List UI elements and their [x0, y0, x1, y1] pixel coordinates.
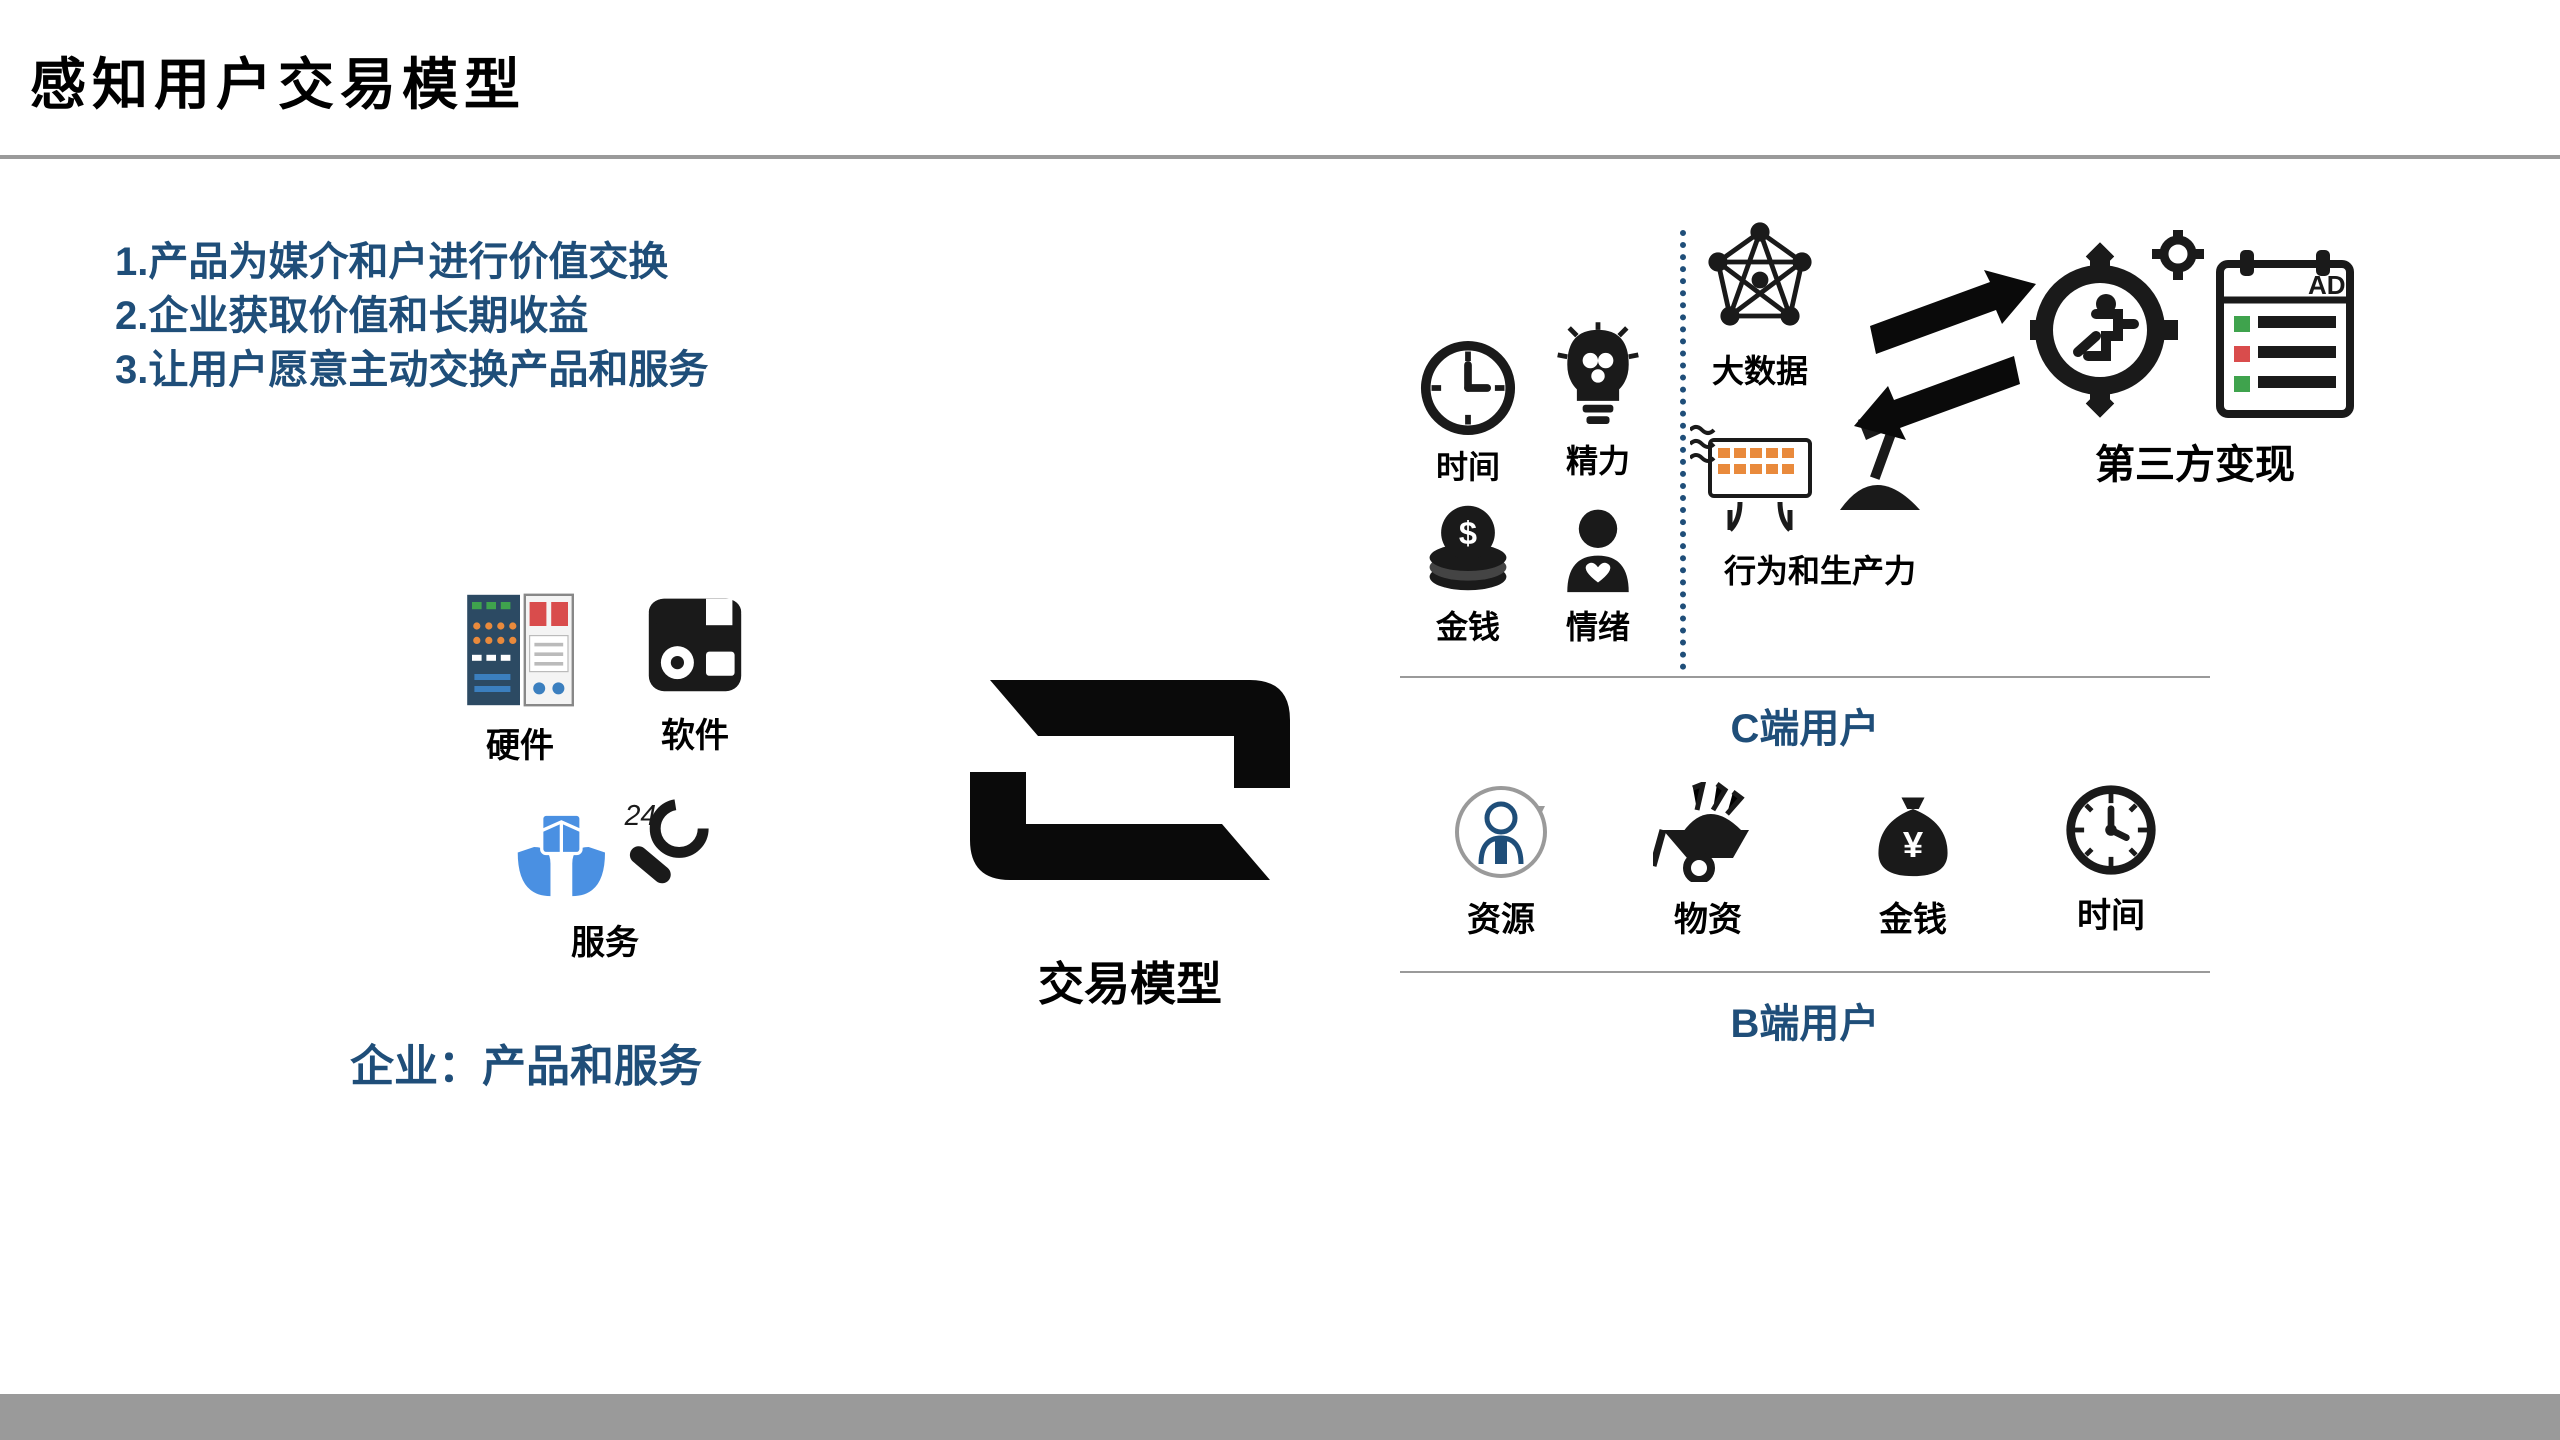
third-party-icon: AD — [2030, 230, 2360, 420]
c-emotion-label: 情绪 — [1566, 602, 1630, 648]
bullet-list: 1.产品为媒介和户进行价值交换 2.企业获取价值和长期收益 3.让用户愿意主动交… — [115, 235, 708, 397]
network-graph-icon — [1700, 220, 1820, 340]
software-icon — [640, 590, 750, 700]
money-bag-icon: ¥ — [1865, 782, 1961, 882]
third-party-block: AD 第三方变现 — [2030, 230, 2360, 490]
resource-person-icon — [1451, 782, 1551, 882]
item-hardware: 硬件 — [460, 590, 580, 767]
center-label: 交易模型 — [930, 948, 1330, 1014]
exchange-arrows — [1850, 270, 2040, 440]
wheelbarrow-icon — [1653, 782, 1763, 882]
c-item-money: $ 金钱 — [1420, 500, 1516, 648]
c-bigdata-label: 大数据 — [1712, 346, 1808, 392]
b-money-label: 金钱 — [1879, 892, 1947, 941]
item-software: 软件 — [640, 590, 750, 767]
c-money-label: 金钱 — [1436, 602, 1500, 648]
c-time-label: 时间 — [1436, 442, 1500, 488]
enterprise-block: 硬件 软件 — [460, 590, 750, 964]
b-resource-label: 资源 — [1467, 892, 1535, 941]
page-title: 感知用户交易模型 — [30, 40, 526, 121]
svg-text:AD: AD — [2308, 270, 2346, 300]
hardware-icon — [460, 590, 580, 710]
item-service: 24 服务 — [495, 787, 715, 964]
c-item-time: 时间 — [1420, 340, 1516, 488]
service-icon: 24 — [495, 787, 715, 907]
svg-text:¥: ¥ — [1903, 824, 1924, 865]
bullet-3: 3.让用户愿意主动交换产品和服务 — [115, 343, 708, 397]
b-section-label: B端用户 — [1400, 991, 2210, 1049]
b-material-label: 物资 — [1674, 892, 1742, 941]
b-divider — [1400, 971, 2210, 973]
c-item-emotion: 情绪 — [1550, 500, 1646, 648]
b-user-grid: 资源 物资 ¥ 金钱 — [1400, 782, 2210, 941]
two-way-arrow-icon — [1850, 270, 2040, 440]
exchange-cycle-icon — [930, 620, 1330, 940]
b-item-material: 物资 — [1653, 782, 1763, 941]
b-item-time: 时间 — [2063, 782, 2159, 941]
divider-top — [0, 155, 2560, 159]
clock-icon — [1420, 340, 1516, 436]
c-behavior-label: 行为和生产力 — [1724, 546, 1916, 592]
hardware-label: 硬件 — [486, 718, 554, 767]
svg-text:$: $ — [1459, 514, 1477, 551]
service-label: 服务 — [571, 915, 639, 964]
c-divider — [1400, 676, 2210, 678]
bullet-1: 1.产品为媒介和户进行价值交换 — [115, 235, 708, 289]
center-model: 交易模型 — [930, 620, 1330, 1014]
enterprise-caption: 企业：产品和服务 — [350, 1030, 702, 1094]
software-label: 软件 — [661, 708, 729, 757]
c-energy-label: 精力 — [1566, 436, 1630, 482]
brain-bulb-icon — [1550, 320, 1646, 430]
c-item-energy: 精力 — [1550, 320, 1646, 482]
slide-root: 感知用户交易模型 1.产品为媒介和户进行价值交换 2.企业获取价值和长期收益 3… — [0, 0, 2560, 1440]
emotion-person-icon — [1550, 500, 1646, 596]
coins-icon: $ — [1420, 500, 1516, 596]
clock-outline-icon — [2063, 782, 2159, 878]
b-item-money: ¥ 金钱 — [1865, 782, 1961, 941]
c-section-label: C端用户 — [1400, 696, 2210, 754]
bullet-2: 2.企业获取价值和长期收益 — [115, 289, 708, 343]
third-party-label: 第三方变现 — [2030, 432, 2360, 490]
c-item-bigdata: 大数据 — [1700, 220, 1820, 392]
b-time-label: 时间 — [2077, 888, 2145, 937]
footer-bar — [0, 1394, 2560, 1440]
b-item-resource: 资源 — [1451, 782, 1551, 941]
